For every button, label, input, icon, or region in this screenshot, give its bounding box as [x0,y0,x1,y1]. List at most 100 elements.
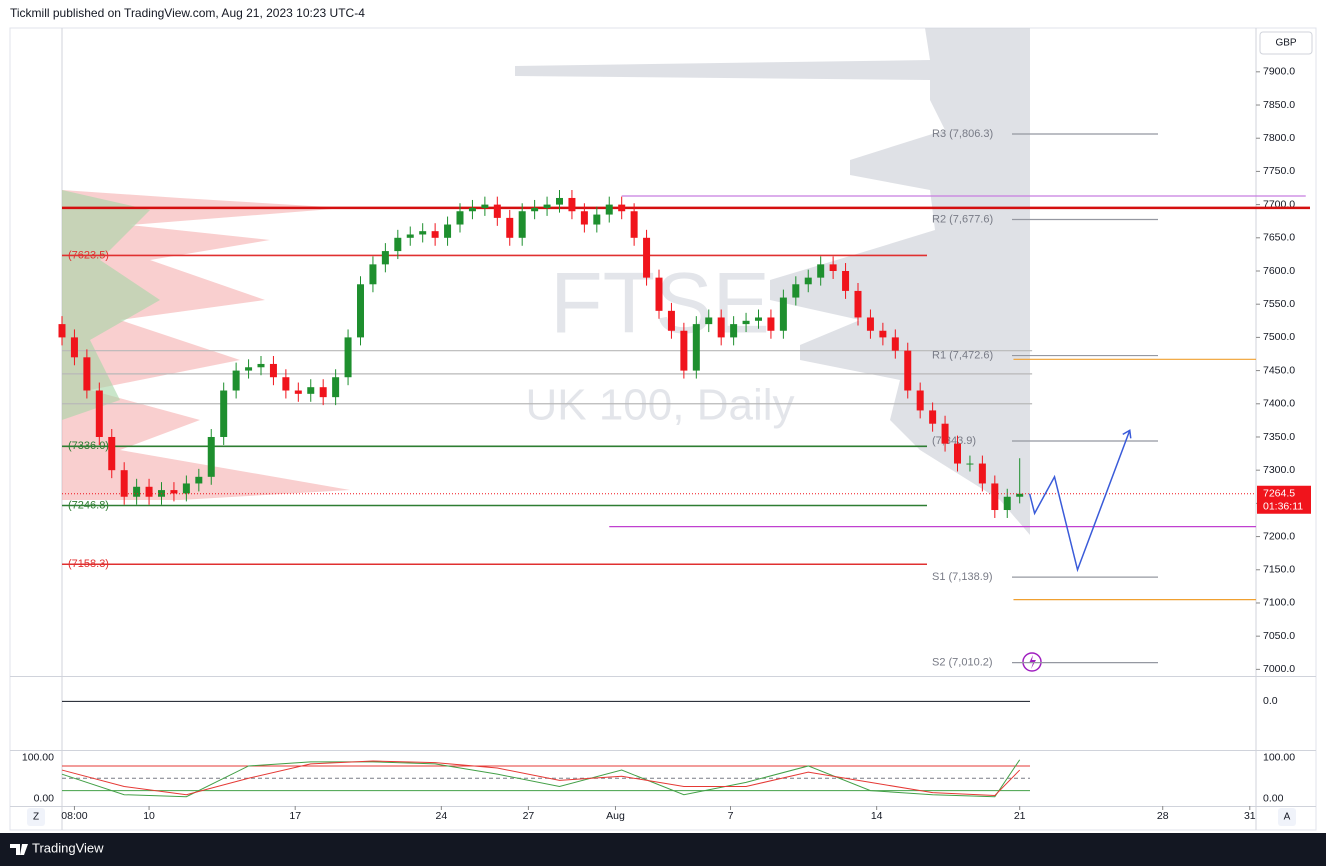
x-tick-label: 27 [523,810,535,822]
level-label: (7246.8) [68,499,109,511]
y-tick-label: 7150.0 [1263,564,1295,576]
y-tick-label: 7200.0 [1263,530,1295,542]
candle-body [133,486,141,497]
candle-body [568,197,576,212]
candle-body [866,317,874,331]
candle-body [170,490,178,494]
auto-label[interactable]: A [1284,812,1291,823]
candle-body [294,390,302,394]
candle-body [891,337,899,351]
currency-button[interactable] [1259,31,1313,55]
candle-body [755,317,762,321]
candle-body [468,207,476,212]
candle-body [95,390,103,437]
session-profile [62,190,350,500]
candle-body [730,324,738,338]
stoch-tick-label: 100.00 [1263,752,1295,764]
y-tick-label: 7650.0 [1263,232,1295,244]
candle-body [593,214,601,225]
osc-tick-label: 0.0 [1263,695,1278,707]
candle-body [182,483,190,494]
projection [1028,430,1131,573]
candle-body [643,237,651,278]
currency[interactable]: GBP [1275,38,1296,49]
candle-body [282,377,290,391]
y-tick-label: 7500.0 [1263,331,1295,343]
candle-body [692,324,700,371]
x-tick-label: 21 [1014,810,1026,822]
candle-body [680,330,688,371]
y-tick-label: 7550.0 [1263,298,1295,310]
candle-body [966,463,974,465]
candle-body [58,324,66,338]
candle-body [543,204,551,208]
candle-body [804,277,812,285]
candle-body [394,237,402,252]
y-tick-label: 7450.0 [1263,364,1295,376]
candle-body [904,350,912,391]
candle-body [357,284,364,338]
candle-body [929,410,937,424]
projection-arrow [1122,429,1132,439]
candle-body [431,231,439,238]
last-price-tag [1257,485,1311,514]
x-tick-label: 28 [1157,810,1169,822]
header: Tickmill published on TradingView.com, A… [10,6,365,20]
candle-body [319,387,327,398]
stoch-tick-label-left: 0.00 [34,793,55,805]
candle-body [941,423,949,444]
countdown: 01:36:11 [1263,501,1303,513]
candle-body [580,211,588,225]
y-tick-label: 7800.0 [1263,132,1295,144]
pivot-label: S2 (7,010.2) [932,656,993,668]
last-price-label: 7264.5 [1263,488,1295,500]
level-label: (7158.3) [68,558,109,570]
candle-body [493,204,501,218]
zoom-label[interactable]: Z [33,812,39,823]
stoch-line [61,760,1021,797]
candle-body [879,330,887,338]
candle-body [232,370,240,391]
candle-body [518,211,526,238]
stoch-line [61,759,1021,798]
candle-body [767,317,775,331]
candle-body [70,337,78,358]
candle-body [618,204,626,212]
pivot-label: R2 (7,677.6) [932,213,993,225]
candle-body [269,363,277,378]
auto-button[interactable] [1278,808,1296,826]
footer-logo [10,844,28,855]
y-tick-label: 7850.0 [1263,99,1295,111]
y-tick-label: 7050.0 [1263,630,1295,642]
x-tick-label: 10 [143,810,155,822]
candle-body [742,320,750,325]
candle-body [419,231,427,235]
candle-body [655,277,663,311]
candle-body [481,204,489,208]
x-tick-label: 17 [289,810,301,822]
y-tick-label: 7350.0 [1263,431,1295,443]
footer-brand: TradingView [32,840,104,855]
candle-body [506,217,514,238]
candle-body [245,367,253,371]
candle-body [991,483,999,511]
zoom-button[interactable] [27,808,45,826]
candle-body [195,476,203,484]
candle-body [531,207,539,212]
y-tick-label: 7900.0 [1263,66,1295,78]
volume-profile [515,28,1030,535]
y-tick-label: 7600.0 [1263,265,1295,277]
watermark-subtitle: UK 100, Daily [525,381,794,430]
candle-body [556,197,563,205]
candle-body [717,317,725,338]
candle-body [257,363,265,368]
candle-body [978,463,986,484]
candle-body [108,436,116,471]
candle-body [792,284,800,298]
y-tick-label: 7000.0 [1263,663,1295,675]
footer-bar [0,833,1326,866]
frame [9,27,1317,831]
y-tick-label: 7400.0 [1263,398,1295,410]
